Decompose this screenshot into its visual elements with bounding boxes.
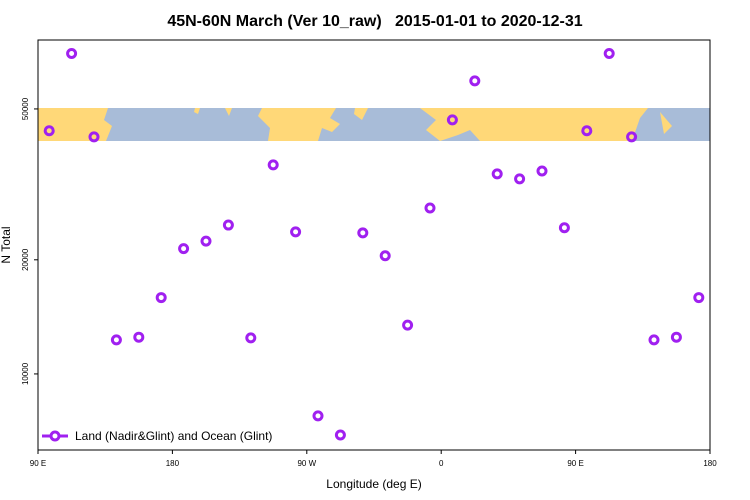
y-tick-label: 20000 [21, 248, 30, 271]
x-tick-label: 180 [166, 459, 180, 468]
x-axis-label: Longitude (deg E) [326, 477, 421, 491]
point [155, 292, 167, 304]
point [200, 235, 212, 247]
y-tick-label: 50000 [21, 97, 30, 120]
point [379, 250, 391, 262]
point [222, 219, 234, 231]
chart-title: 45N-60N March (Ver 10_raw) 2015-01-01 to… [167, 13, 582, 30]
point [693, 292, 705, 304]
point [110, 334, 122, 346]
point [290, 226, 302, 238]
point [245, 332, 257, 344]
point [133, 331, 145, 343]
legend-marker [49, 430, 61, 442]
point [446, 114, 458, 126]
plot-frame [37, 39, 711, 451]
x-tick-label: 180 [703, 459, 717, 468]
point [402, 319, 414, 331]
x-tick-label: 0 [439, 459, 444, 468]
point [88, 131, 100, 143]
point [536, 165, 548, 177]
point [626, 131, 638, 143]
point [357, 227, 369, 239]
point [469, 75, 481, 87]
point [66, 48, 78, 60]
point [603, 48, 615, 60]
point [491, 168, 503, 180]
y-axis-label: N Total [0, 226, 13, 263]
x-tick-label: 90 W [297, 459, 316, 468]
point [424, 202, 436, 214]
point [312, 410, 324, 422]
map-band [38, 108, 710, 141]
point [558, 222, 570, 234]
point [267, 159, 279, 171]
point [670, 331, 682, 343]
point [514, 173, 526, 185]
x-tick-label: 90 E [567, 459, 583, 468]
point [43, 125, 55, 137]
point [334, 429, 346, 441]
x-tick-label: 90 E [30, 459, 46, 468]
point [178, 243, 190, 255]
y-tick-label: 10000 [21, 362, 30, 385]
point [648, 334, 660, 346]
legend-label: Land (Nadir&Glint) and Ocean (Glint) [75, 429, 272, 443]
point [581, 125, 593, 137]
